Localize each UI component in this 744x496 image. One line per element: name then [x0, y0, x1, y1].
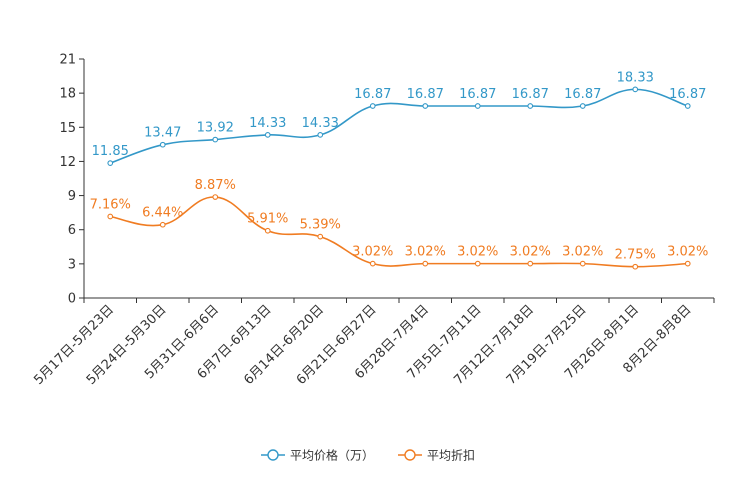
data-label: 16.87 [407, 87, 444, 102]
data-point[interactable] [527, 103, 534, 109]
data-label: 3.02% [510, 245, 551, 260]
data-label: 16.87 [564, 87, 601, 102]
series-points [107, 86, 691, 270]
data-point[interactable] [579, 260, 586, 267]
data-point[interactable] [107, 213, 114, 220]
data-point[interactable] [684, 260, 691, 267]
data-point[interactable] [632, 263, 639, 270]
data-point[interactable] [317, 132, 324, 138]
data-point[interactable] [212, 136, 219, 143]
data-labels: 11.85 13.47 13.92 14.33 14.33 16.87 16.87 16.87… [90, 70, 709, 262]
legend-item-0[interactable]: 平均价格（万） [261, 448, 374, 463]
data-label: 3.02% [457, 245, 498, 260]
axes: 0369121518215月17日-5月23日5月24日-5月30日5月31日-… [31, 53, 715, 388]
legend-label: 平均折扣 [427, 448, 475, 463]
data-label: 16.87 [354, 87, 391, 102]
data-label: 5.39% [300, 218, 341, 233]
series-line-0 [109, 88, 689, 164]
data-point[interactable] [579, 103, 586, 109]
y-tick-label: 9 [68, 189, 76, 204]
data-label: 6.44% [142, 206, 183, 221]
data-label: 13.47 [144, 126, 181, 141]
data-point[interactable] [632, 86, 639, 93]
data-label: 3.02% [667, 245, 708, 260]
data-point[interactable] [474, 103, 481, 109]
y-tick-label: 0 [68, 292, 76, 307]
y-tick-label: 15 [59, 121, 76, 136]
data-label: 16.87 [669, 87, 706, 102]
legend-label: 平均价格（万） [290, 448, 374, 463]
data-point[interactable] [317, 233, 324, 240]
y-tick-label: 12 [59, 155, 76, 170]
data-label: 18.33 [617, 70, 654, 85]
data-label: 11.85 [92, 144, 129, 159]
y-tick-label: 6 [68, 223, 76, 238]
data-label: 14.33 [249, 116, 286, 131]
data-point[interactable] [212, 194, 219, 200]
data-label: 3.02% [562, 245, 603, 260]
data-label: 5.91% [247, 212, 288, 227]
legend-item-1[interactable]: 平均折扣 [398, 448, 475, 463]
data-point[interactable] [422, 260, 429, 267]
data-label: 2.75% [615, 248, 656, 263]
legend-marker-icon [404, 449, 416, 461]
data-point[interactable] [159, 221, 166, 228]
data-point[interactable] [527, 260, 534, 267]
data-point[interactable] [264, 132, 271, 138]
data-point[interactable] [422, 103, 429, 109]
data-label: 7.16% [90, 198, 131, 213]
data-label: 3.02% [405, 245, 446, 260]
data-label: 8.87% [195, 178, 236, 193]
y-tick-label: 21 [59, 53, 76, 68]
y-tick-label: 18 [59, 87, 76, 102]
data-label: 14.33 [302, 116, 339, 131]
data-label: 16.87 [459, 87, 496, 102]
data-point[interactable] [264, 227, 271, 234]
data-label: 3.02% [352, 245, 393, 260]
legend[interactable]: 平均价格（万） 平均折扣 [261, 448, 475, 463]
data-point[interactable] [107, 160, 114, 166]
data-label: 16.87 [512, 87, 549, 102]
data-label: 13.92 [197, 121, 234, 136]
data-point[interactable] [369, 260, 376, 267]
data-point[interactable] [474, 260, 481, 267]
legend-marker-icon [267, 449, 279, 461]
data-point[interactable] [159, 141, 166, 148]
y-tick-label: 3 [68, 257, 76, 272]
data-point[interactable] [369, 103, 376, 109]
data-point[interactable] [684, 103, 691, 109]
